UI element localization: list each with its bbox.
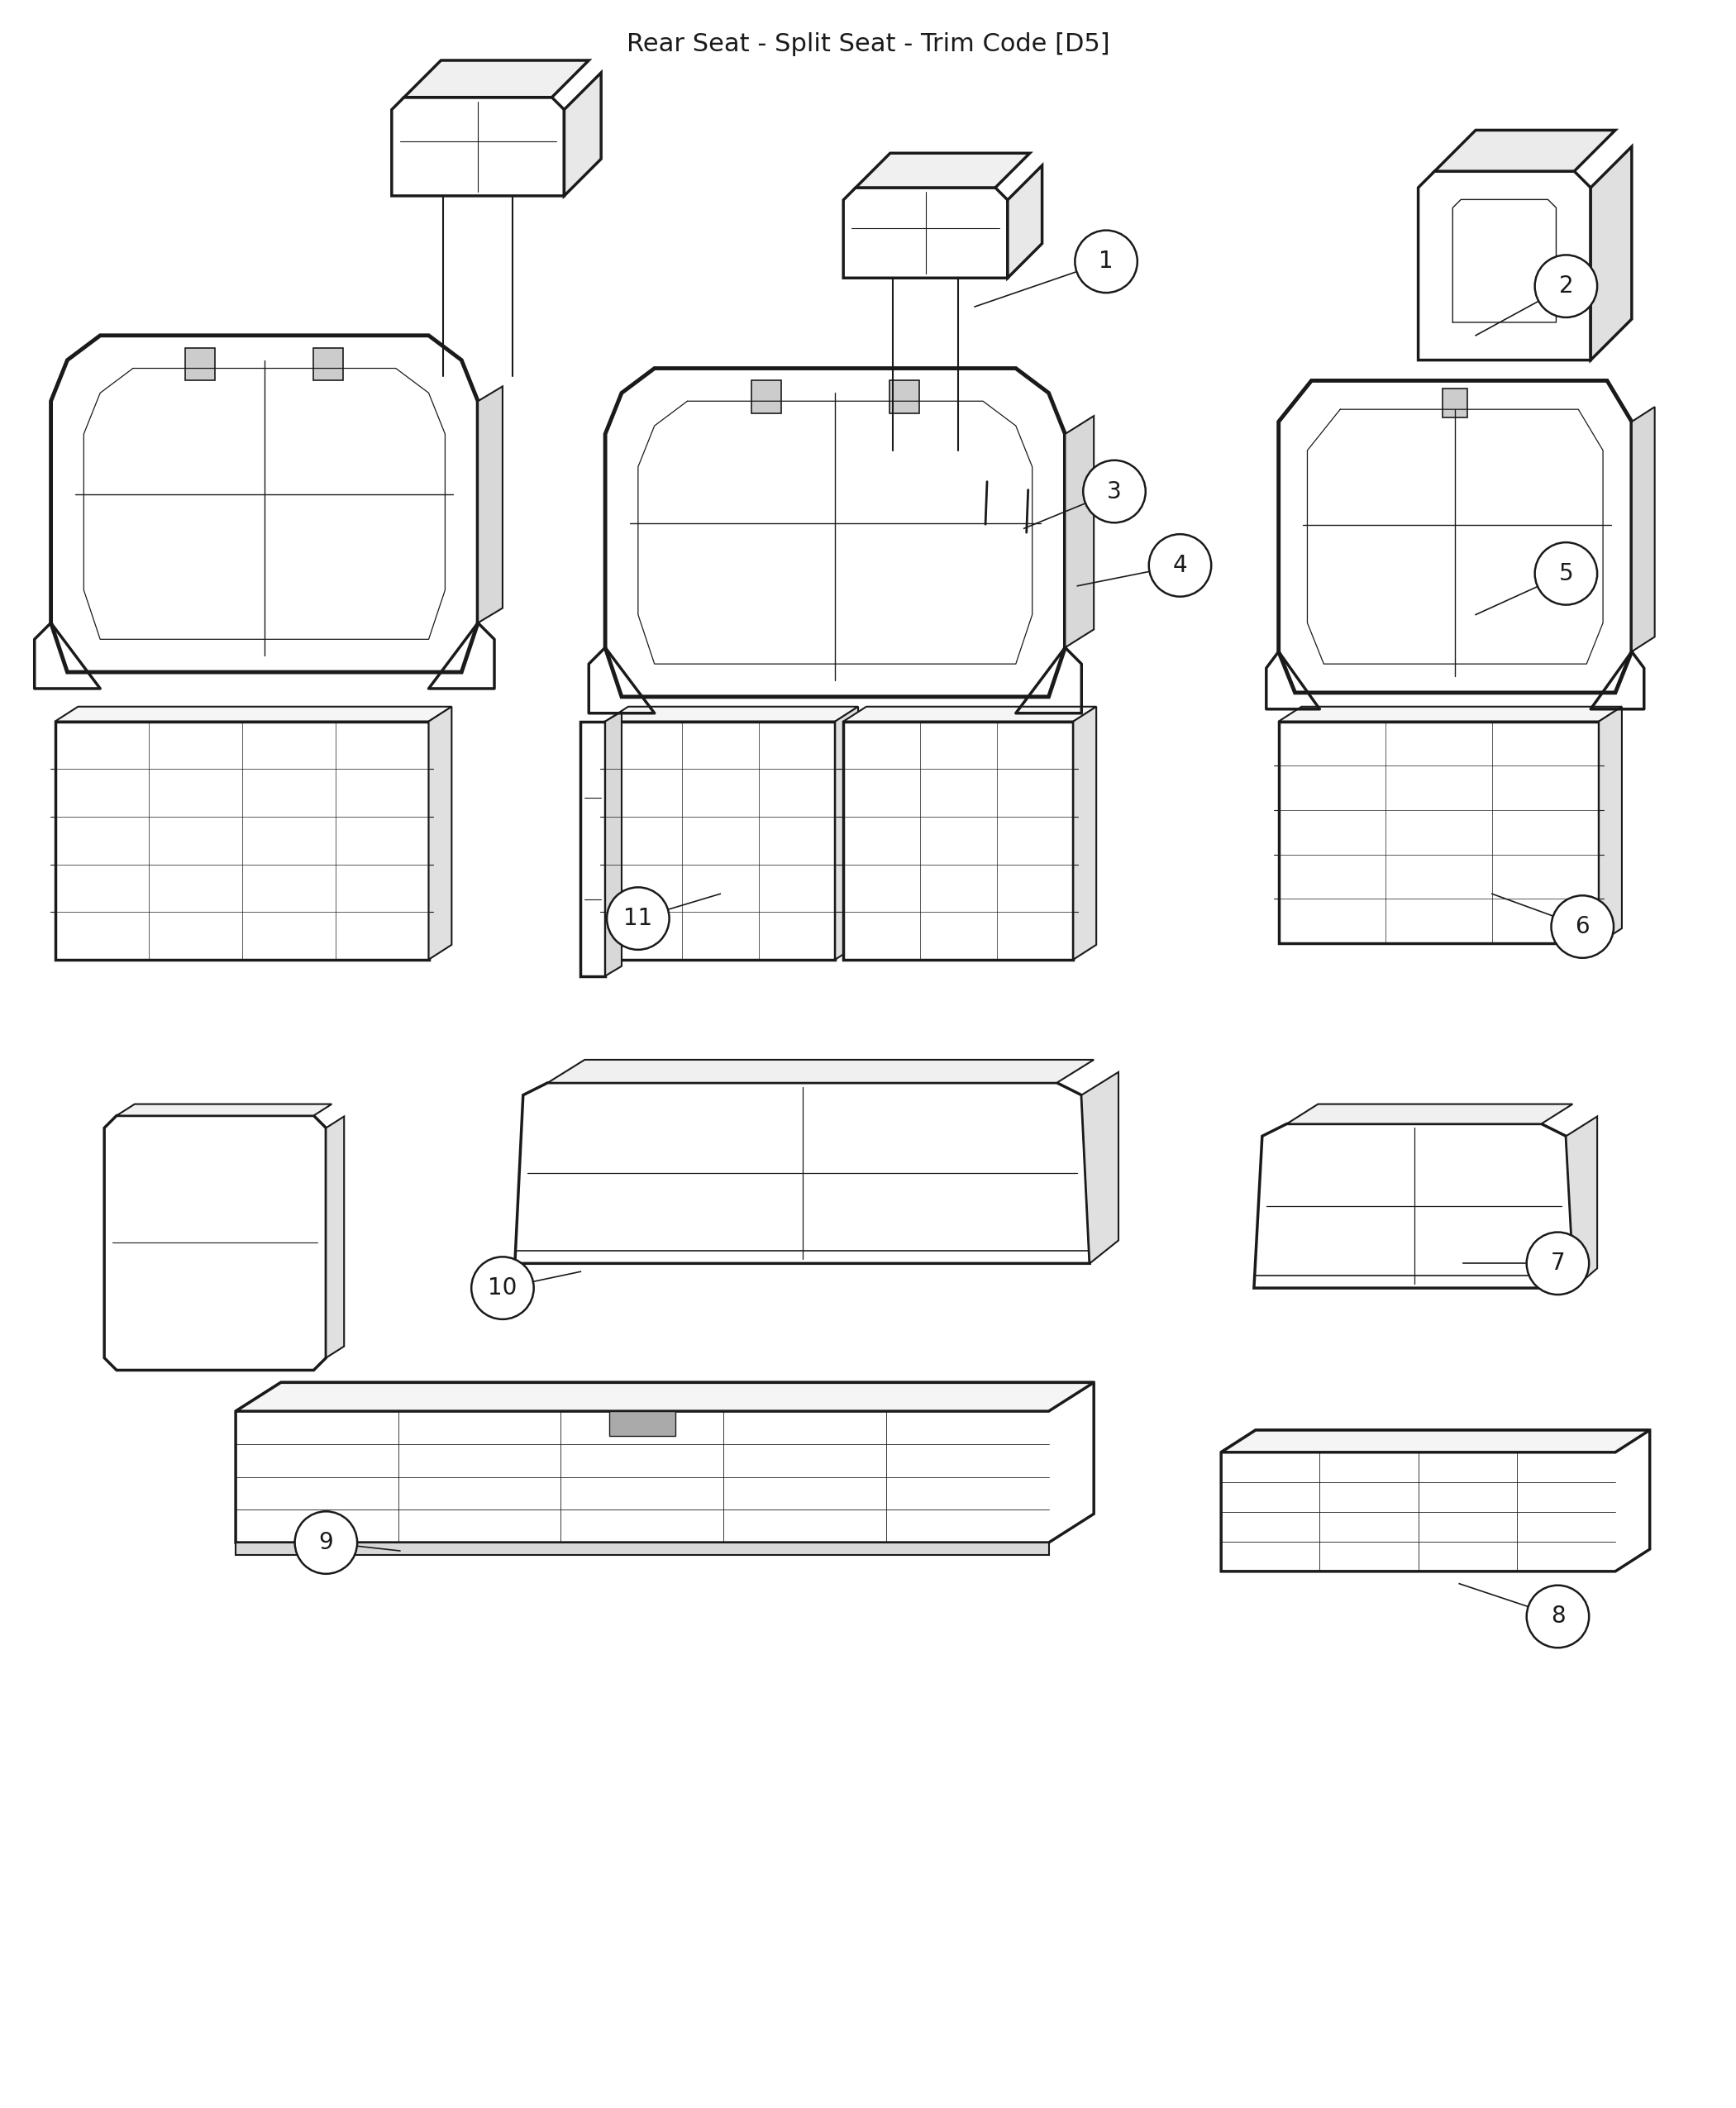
Polygon shape [116,1105,332,1115]
Polygon shape [1443,388,1467,417]
Polygon shape [606,721,835,959]
Polygon shape [549,1060,1094,1084]
Polygon shape [1279,382,1632,694]
Polygon shape [516,1084,1090,1263]
Text: 3: 3 [1108,481,1121,504]
Polygon shape [844,188,1007,278]
Polygon shape [50,335,477,672]
Circle shape [1075,230,1137,293]
Polygon shape [1566,1117,1597,1288]
Polygon shape [1082,1073,1118,1263]
Circle shape [295,1511,358,1575]
Polygon shape [236,1543,1049,1556]
Circle shape [1149,533,1212,597]
Polygon shape [1220,1429,1649,1570]
Polygon shape [1434,131,1614,171]
Polygon shape [844,721,1073,959]
Polygon shape [326,1117,344,1358]
Polygon shape [1590,148,1632,360]
Polygon shape [477,386,502,622]
Text: 5: 5 [1559,563,1573,586]
Polygon shape [1007,164,1042,278]
Polygon shape [1073,706,1097,959]
Polygon shape [564,72,601,196]
Text: 8: 8 [1550,1604,1566,1627]
Polygon shape [1019,483,1040,489]
Text: 2: 2 [1559,274,1573,297]
Polygon shape [606,369,1066,698]
Polygon shape [1286,1105,1573,1124]
Polygon shape [606,713,621,976]
Circle shape [1083,460,1146,523]
Polygon shape [429,706,451,959]
Circle shape [608,887,670,951]
Polygon shape [609,1410,675,1436]
Polygon shape [1253,1124,1575,1288]
Polygon shape [56,706,451,721]
Text: 6: 6 [1575,915,1590,938]
Polygon shape [1632,407,1654,651]
Polygon shape [580,721,606,976]
Text: 7: 7 [1550,1252,1566,1275]
Text: 9: 9 [319,1530,333,1554]
Polygon shape [56,721,429,959]
Polygon shape [1066,415,1094,647]
Polygon shape [835,706,858,959]
Polygon shape [1599,706,1621,942]
Polygon shape [104,1115,326,1370]
Polygon shape [186,348,215,382]
Circle shape [1552,896,1614,957]
Circle shape [1535,255,1597,318]
Circle shape [1526,1585,1588,1648]
Polygon shape [1418,171,1590,360]
Polygon shape [844,706,1097,721]
Polygon shape [889,382,918,413]
Circle shape [1526,1233,1588,1294]
Polygon shape [606,706,858,721]
Polygon shape [1220,1429,1649,1452]
Polygon shape [977,474,998,481]
Polygon shape [752,382,781,413]
Text: Rear Seat - Split Seat - Trim Code [D5]: Rear Seat - Split Seat - Trim Code [D5] [627,32,1109,57]
Polygon shape [856,154,1029,188]
Polygon shape [1279,721,1599,942]
Polygon shape [314,348,344,382]
Circle shape [472,1256,533,1320]
Polygon shape [236,1383,1094,1543]
Polygon shape [404,61,589,97]
Text: 1: 1 [1099,251,1113,274]
Polygon shape [1279,706,1621,721]
Text: 10: 10 [488,1277,517,1301]
Text: 4: 4 [1174,554,1187,578]
Polygon shape [236,1383,1094,1410]
Text: 11: 11 [623,906,653,930]
Polygon shape [392,97,564,196]
Circle shape [1535,542,1597,605]
